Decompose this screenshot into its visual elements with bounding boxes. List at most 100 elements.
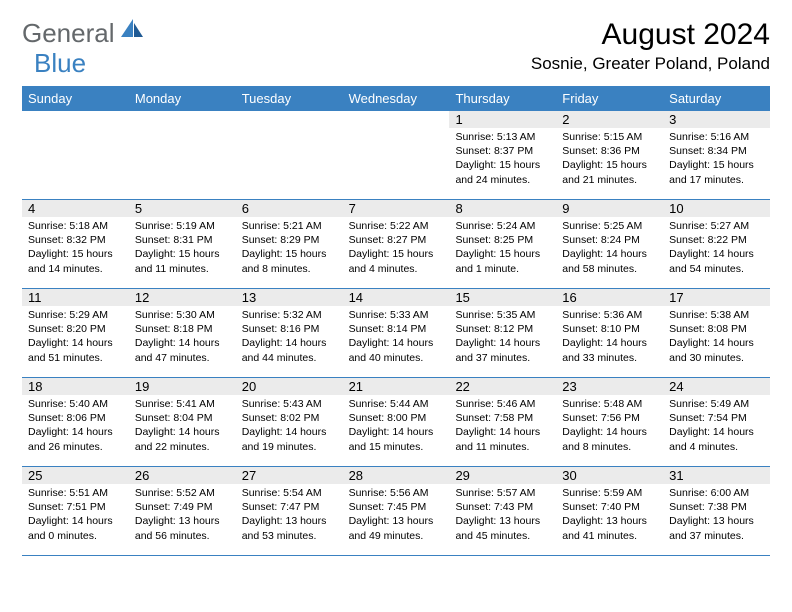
day-number: 13 <box>236 289 343 306</box>
day-content: Sunrise: 5:29 AMSunset: 8:20 PMDaylight:… <box>22 306 129 367</box>
day-number: 5 <box>129 200 236 217</box>
day-number: 15 <box>449 289 556 306</box>
title-area: August 2024 Sosnie, Greater Poland, Pola… <box>531 18 770 74</box>
day-content: Sunrise: 5:21 AMSunset: 8:29 PMDaylight:… <box>236 217 343 278</box>
day-content: Sunrise: 6:00 AMSunset: 7:38 PMDaylight:… <box>663 484 770 545</box>
month-title: August 2024 <box>531 18 770 52</box>
day-number: 10 <box>663 200 770 217</box>
day-content: Sunrise: 5:18 AMSunset: 8:32 PMDaylight:… <box>22 217 129 278</box>
day-cell: 18Sunrise: 5:40 AMSunset: 8:06 PMDayligh… <box>22 378 129 466</box>
day-content: Sunrise: 5:33 AMSunset: 8:14 PMDaylight:… <box>343 306 450 367</box>
day-cell: 5Sunrise: 5:19 AMSunset: 8:31 PMDaylight… <box>129 200 236 288</box>
day-content: Sunrise: 5:30 AMSunset: 8:18 PMDaylight:… <box>129 306 236 367</box>
day-number: 3 <box>663 111 770 128</box>
day-cell <box>129 111 236 199</box>
day-cell: 30Sunrise: 5:59 AMSunset: 7:40 PMDayligh… <box>556 467 663 555</box>
day-number: 24 <box>663 378 770 395</box>
day-number: 28 <box>343 467 450 484</box>
day-header: Wednesday <box>343 86 450 111</box>
day-cell <box>236 111 343 199</box>
day-number: 7 <box>343 200 450 217</box>
day-content: Sunrise: 5:52 AMSunset: 7:49 PMDaylight:… <box>129 484 236 545</box>
day-cell: 17Sunrise: 5:38 AMSunset: 8:08 PMDayligh… <box>663 289 770 377</box>
day-cell: 23Sunrise: 5:48 AMSunset: 7:56 PMDayligh… <box>556 378 663 466</box>
day-number: 22 <box>449 378 556 395</box>
day-number: 12 <box>129 289 236 306</box>
logo-sail-icon <box>119 17 145 44</box>
day-content: Sunrise: 5:43 AMSunset: 8:02 PMDaylight:… <box>236 395 343 456</box>
day-content: Sunrise: 5:16 AMSunset: 8:34 PMDaylight:… <box>663 128 770 189</box>
day-cell <box>22 111 129 199</box>
day-cell: 21Sunrise: 5:44 AMSunset: 8:00 PMDayligh… <box>343 378 450 466</box>
day-cell: 1Sunrise: 5:13 AMSunset: 8:37 PMDaylight… <box>449 111 556 199</box>
weeks-container: 1Sunrise: 5:13 AMSunset: 8:37 PMDaylight… <box>22 111 770 556</box>
day-cell: 25Sunrise: 5:51 AMSunset: 7:51 PMDayligh… <box>22 467 129 555</box>
day-cell: 9Sunrise: 5:25 AMSunset: 8:24 PMDaylight… <box>556 200 663 288</box>
day-cell: 3Sunrise: 5:16 AMSunset: 8:34 PMDaylight… <box>663 111 770 199</box>
day-content: Sunrise: 5:59 AMSunset: 7:40 PMDaylight:… <box>556 484 663 545</box>
day-number: 23 <box>556 378 663 395</box>
day-headers-row: SundayMondayTuesdayWednesdayThursdayFrid… <box>22 86 770 111</box>
day-cell: 2Sunrise: 5:15 AMSunset: 8:36 PMDaylight… <box>556 111 663 199</box>
day-number: 19 <box>129 378 236 395</box>
day-cell: 8Sunrise: 5:24 AMSunset: 8:25 PMDaylight… <box>449 200 556 288</box>
day-content: Sunrise: 5:24 AMSunset: 8:25 PMDaylight:… <box>449 217 556 278</box>
day-cell: 12Sunrise: 5:30 AMSunset: 8:18 PMDayligh… <box>129 289 236 377</box>
day-content: Sunrise: 5:41 AMSunset: 8:04 PMDaylight:… <box>129 395 236 456</box>
day-number: 14 <box>343 289 450 306</box>
day-content: Sunrise: 5:46 AMSunset: 7:58 PMDaylight:… <box>449 395 556 456</box>
day-content: Sunrise: 5:27 AMSunset: 8:22 PMDaylight:… <box>663 217 770 278</box>
day-content: Sunrise: 5:35 AMSunset: 8:12 PMDaylight:… <box>449 306 556 367</box>
day-number: 26 <box>129 467 236 484</box>
day-content: Sunrise: 5:15 AMSunset: 8:36 PMDaylight:… <box>556 128 663 189</box>
day-content: Sunrise: 5:44 AMSunset: 8:00 PMDaylight:… <box>343 395 450 456</box>
day-header: Saturday <box>663 86 770 111</box>
day-content: Sunrise: 5:49 AMSunset: 7:54 PMDaylight:… <box>663 395 770 456</box>
day-number: 21 <box>343 378 450 395</box>
week-row: 18Sunrise: 5:40 AMSunset: 8:06 PMDayligh… <box>22 378 770 467</box>
day-number: 1 <box>449 111 556 128</box>
day-header: Monday <box>129 86 236 111</box>
logo-text-blue: Blue <box>34 48 86 78</box>
day-number: 9 <box>556 200 663 217</box>
day-header: Tuesday <box>236 86 343 111</box>
day-number: 18 <box>22 378 129 395</box>
day-number: 2 <box>556 111 663 128</box>
day-cell <box>343 111 450 199</box>
day-number: 30 <box>556 467 663 484</box>
day-cell: 27Sunrise: 5:54 AMSunset: 7:47 PMDayligh… <box>236 467 343 555</box>
day-cell: 29Sunrise: 5:57 AMSunset: 7:43 PMDayligh… <box>449 467 556 555</box>
day-cell: 16Sunrise: 5:36 AMSunset: 8:10 PMDayligh… <box>556 289 663 377</box>
day-content: Sunrise: 5:38 AMSunset: 8:08 PMDaylight:… <box>663 306 770 367</box>
day-cell: 22Sunrise: 5:46 AMSunset: 7:58 PMDayligh… <box>449 378 556 466</box>
week-row: 11Sunrise: 5:29 AMSunset: 8:20 PMDayligh… <box>22 289 770 378</box>
day-cell: 31Sunrise: 6:00 AMSunset: 7:38 PMDayligh… <box>663 467 770 555</box>
day-content: Sunrise: 5:22 AMSunset: 8:27 PMDaylight:… <box>343 217 450 278</box>
day-cell: 14Sunrise: 5:33 AMSunset: 8:14 PMDayligh… <box>343 289 450 377</box>
day-cell: 19Sunrise: 5:41 AMSunset: 8:04 PMDayligh… <box>129 378 236 466</box>
day-cell: 26Sunrise: 5:52 AMSunset: 7:49 PMDayligh… <box>129 467 236 555</box>
day-cell: 11Sunrise: 5:29 AMSunset: 8:20 PMDayligh… <box>22 289 129 377</box>
day-content: Sunrise: 5:13 AMSunset: 8:37 PMDaylight:… <box>449 128 556 189</box>
day-number: 25 <box>22 467 129 484</box>
calendar: SundayMondayTuesdayWednesdayThursdayFrid… <box>22 86 770 556</box>
day-cell: 15Sunrise: 5:35 AMSunset: 8:12 PMDayligh… <box>449 289 556 377</box>
day-number: 27 <box>236 467 343 484</box>
day-cell: 13Sunrise: 5:32 AMSunset: 8:16 PMDayligh… <box>236 289 343 377</box>
day-number: 17 <box>663 289 770 306</box>
day-cell: 10Sunrise: 5:27 AMSunset: 8:22 PMDayligh… <box>663 200 770 288</box>
day-cell: 28Sunrise: 5:56 AMSunset: 7:45 PMDayligh… <box>343 467 450 555</box>
day-content: Sunrise: 5:40 AMSunset: 8:06 PMDaylight:… <box>22 395 129 456</box>
week-row: 25Sunrise: 5:51 AMSunset: 7:51 PMDayligh… <box>22 467 770 556</box>
day-number: 31 <box>663 467 770 484</box>
day-content: Sunrise: 5:36 AMSunset: 8:10 PMDaylight:… <box>556 306 663 367</box>
day-cell: 6Sunrise: 5:21 AMSunset: 8:29 PMDaylight… <box>236 200 343 288</box>
day-cell: 4Sunrise: 5:18 AMSunset: 8:32 PMDaylight… <box>22 200 129 288</box>
day-cell: 24Sunrise: 5:49 AMSunset: 7:54 PMDayligh… <box>663 378 770 466</box>
day-cell: 7Sunrise: 5:22 AMSunset: 8:27 PMDaylight… <box>343 200 450 288</box>
day-content: Sunrise: 5:48 AMSunset: 7:56 PMDaylight:… <box>556 395 663 456</box>
logo: General <box>22 18 145 49</box>
day-number: 29 <box>449 467 556 484</box>
logo-text-general: General <box>22 18 115 49</box>
day-number: 16 <box>556 289 663 306</box>
